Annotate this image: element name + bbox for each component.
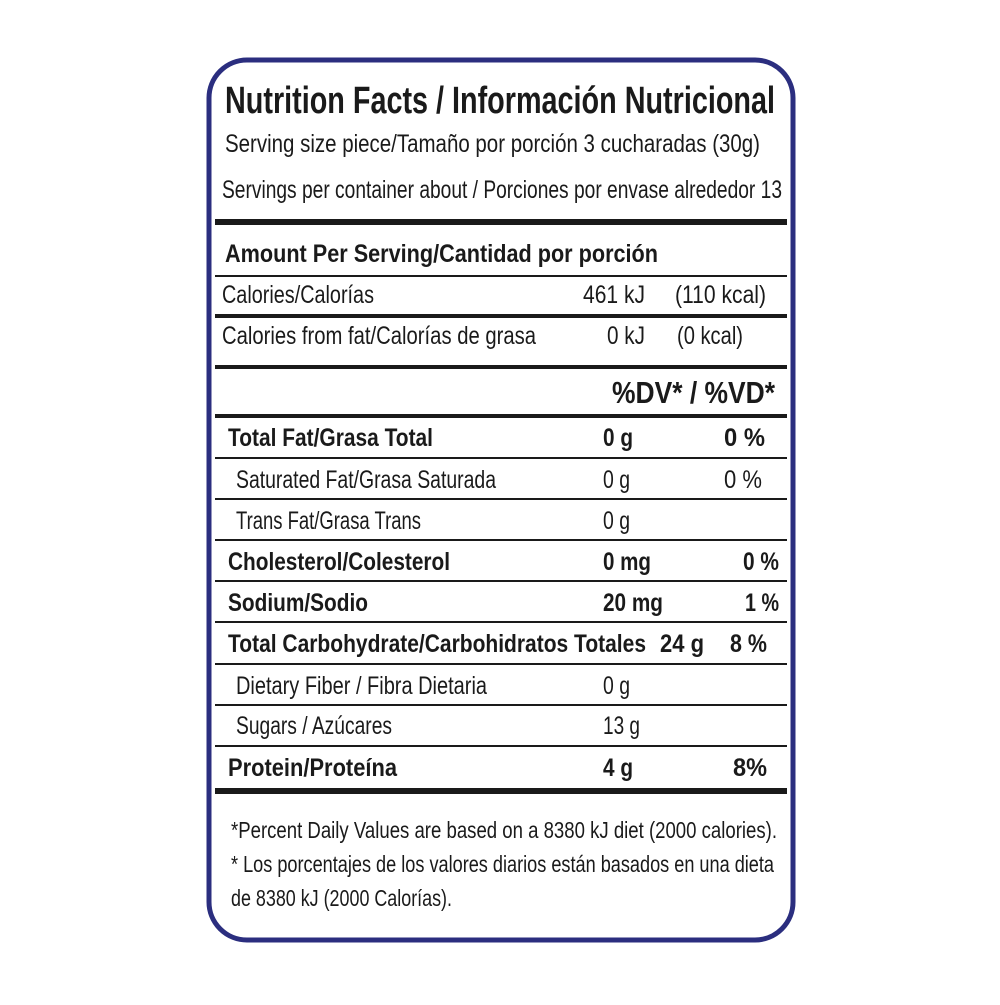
nutrient-name: Total Fat/Grasa Total	[228, 424, 433, 452]
nutrient-dv: 0 %	[724, 466, 762, 494]
nutrient-amount: 0 g	[603, 466, 630, 494]
nutrient-name: Trans Fat/Grasa Trans	[236, 507, 421, 535]
calories-from-fat-label: Calories from fat/Calorías de grasa	[222, 322, 536, 350]
nutrient-name: Sodium/Sodio	[228, 589, 368, 617]
nutrient-name: Cholesterol/Colesterol	[228, 548, 450, 576]
amount-per-serving: Amount Per Serving/Cantidad por porción	[225, 240, 658, 268]
nutrient-amount: 20 mg	[603, 589, 663, 617]
calories-from-fat-kj: 0 kJ	[607, 322, 645, 350]
serving-size: Serving size piece/Tamaño por porción 3 …	[225, 130, 760, 158]
nutrient-name: Protein/Proteína	[228, 754, 398, 782]
nutrient-name: Sugars / Azúcares	[236, 712, 392, 740]
calories-label: Calories/Calorías	[222, 281, 374, 309]
title: Nutrition Facts / Información Nutriciona…	[225, 80, 775, 122]
nutrient-dv: 0 %	[724, 424, 765, 452]
calories-kcal: (110 kcal)	[675, 281, 766, 309]
nutrient-dv: 1 %	[745, 589, 779, 617]
nutrient-amount: 4 g	[603, 754, 633, 782]
footnote: de 8380 kJ (2000 Calorías).	[231, 885, 452, 911]
nutrient-amount: 13 g	[603, 712, 640, 740]
nutrient-name: Dietary Fiber / Fibra Dietaria	[236, 672, 487, 700]
nutrient-dv: 8 %	[730, 630, 767, 658]
nutrient-name: Saturated Fat/Grasa Saturada	[236, 466, 496, 494]
dv-header: %DV* / %VD*	[612, 375, 776, 410]
nutrient-amount: 0 mg	[603, 548, 651, 576]
nutrient-amount: 0 g	[603, 507, 630, 535]
nutrient-name: Total Carbohydrate/Carbohidratos Totales	[228, 630, 646, 658]
calories-kj: 461 kJ	[583, 281, 645, 309]
calories-from-fat-kcal: (0 kcal)	[677, 322, 743, 350]
nutrient-dv: 8%	[733, 754, 767, 782]
servings-per-container: Servings per container about / Porciones…	[222, 176, 782, 204]
nutrient-amount: 0 g	[603, 424, 633, 452]
nutrient-amount: 24 g	[660, 630, 704, 658]
footnote: * Los porcentajes de los valores diarios…	[231, 851, 774, 877]
nutrient-amount: 0 g	[603, 672, 630, 700]
nutrient-dv: 0 %	[743, 548, 779, 576]
footnote: *Percent Daily Values are based on a 838…	[231, 817, 777, 843]
